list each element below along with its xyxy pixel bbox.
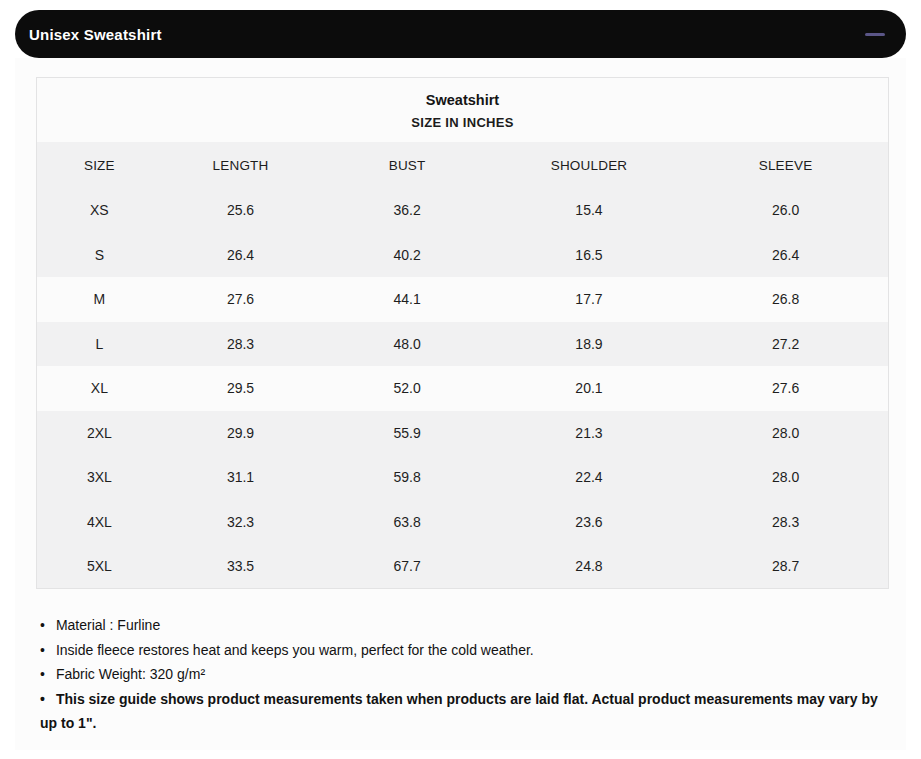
column-header-bust: BUST — [319, 142, 495, 188]
table-row: 4XL 32.3 63.8 23.6 28.3 — [37, 500, 889, 545]
column-header-size: SIZE — [37, 142, 162, 188]
list-item: • Material : Furline — [40, 613, 889, 638]
table-row: L 28.3 48.0 18.9 27.2 — [37, 322, 889, 367]
shoulder-cell: 17.7 — [495, 277, 683, 322]
size-cell: 3XL — [37, 455, 162, 500]
sleeve-cell: 27.2 — [683, 322, 888, 367]
sleeve-cell: 26.8 — [683, 277, 888, 322]
length-cell: 25.6 — [162, 188, 320, 233]
length-cell: 32.3 — [162, 500, 320, 545]
sleeve-cell: 28.0 — [683, 455, 888, 500]
shoulder-cell: 23.6 — [495, 500, 683, 545]
note-text: Material : Furline — [56, 617, 160, 633]
bullet-icon: • — [40, 662, 45, 687]
size-cell: S — [37, 233, 162, 278]
note-text: This size guide shows product measuremen… — [40, 691, 878, 732]
bust-cell: 55.9 — [319, 411, 495, 456]
size-cell: L — [37, 322, 162, 367]
length-cell: 31.1 — [162, 455, 320, 500]
length-cell: 29.5 — [162, 366, 320, 411]
shoulder-cell: 15.4 — [495, 188, 683, 233]
chart-title: Sweatshirt — [37, 92, 888, 108]
bust-cell: 44.1 — [319, 277, 495, 322]
column-header-row: SIZE LENGTH BUST SHOULDER SLEEVE — [37, 142, 889, 188]
shoulder-cell: 18.9 — [495, 322, 683, 367]
sleeve-cell: 28.3 — [683, 500, 888, 545]
size-chart-table: Sweatshirt SIZE IN INCHES SIZE LENGTH BU… — [36, 77, 889, 589]
collapse-toggle-button[interactable] — [864, 27, 886, 41]
size-chart-panel: Sweatshirt SIZE IN INCHES SIZE LENGTH BU… — [15, 58, 906, 750]
size-cell: XL — [37, 366, 162, 411]
length-cell: 29.9 — [162, 411, 320, 456]
shoulder-cell: 20.1 — [495, 366, 683, 411]
shoulder-cell: 21.3 — [495, 411, 683, 456]
accordion-title: Unisex Sweatshirt — [29, 26, 162, 43]
table-row: S 26.4 40.2 16.5 26.4 — [37, 233, 889, 278]
chart-caption: Sweatshirt SIZE IN INCHES — [37, 78, 889, 143]
list-item: •This size guide shows product measureme… — [40, 687, 889, 736]
bullet-icon: • — [40, 613, 45, 638]
table-row: 3XL 31.1 59.8 22.4 28.0 — [37, 455, 889, 500]
bust-cell: 52.0 — [319, 366, 495, 411]
table-row: 5XL 33.5 67.7 24.8 28.7 — [37, 544, 889, 589]
shoulder-cell: 22.4 — [495, 455, 683, 500]
length-cell: 26.4 — [162, 233, 320, 278]
size-cell: 4XL — [37, 500, 162, 545]
size-cell: 5XL — [37, 544, 162, 589]
shoulder-cell: 16.5 — [495, 233, 683, 278]
bust-cell: 63.8 — [319, 500, 495, 545]
shoulder-cell: 24.8 — [495, 544, 683, 589]
length-cell: 33.5 — [162, 544, 320, 589]
size-cell: M — [37, 277, 162, 322]
sleeve-cell: 28.7 — [683, 544, 888, 589]
note-text: Fabric Weight: 320 g/m² — [56, 666, 205, 682]
note-text: Inside fleece restores heat and keeps yo… — [56, 642, 534, 658]
table-row: XS 25.6 36.2 15.4 26.0 — [37, 188, 889, 233]
chart-subtitle: SIZE IN INCHES — [37, 115, 888, 130]
list-item: • Fabric Weight: 320 g/m² — [40, 662, 889, 687]
size-chart-body: XS 25.6 36.2 15.4 26.0 S 26.4 40.2 16.5 … — [37, 188, 889, 589]
length-cell: 27.6 — [162, 277, 320, 322]
chart-caption-row: Sweatshirt SIZE IN INCHES — [37, 78, 889, 143]
column-header-sleeve: SLEEVE — [683, 142, 888, 188]
sleeve-cell: 28.0 — [683, 411, 888, 456]
length-cell: 28.3 — [162, 322, 320, 367]
table-row: XL 29.5 52.0 20.1 27.6 — [37, 366, 889, 411]
sleeve-cell: 26.4 — [683, 233, 888, 278]
sleeve-cell: 27.6 — [683, 366, 888, 411]
bullet-icon: • — [40, 687, 45, 712]
bullet-icon: • — [40, 638, 45, 663]
bust-cell: 59.8 — [319, 455, 495, 500]
bust-cell: 36.2 — [319, 188, 495, 233]
product-notes-list: • Material : Furline • Inside fleece resto… — [40, 613, 889, 748]
size-cell: 2XL — [37, 411, 162, 456]
bust-cell: 40.2 — [319, 233, 495, 278]
table-row: 2XL 29.9 55.9 21.3 28.0 — [37, 411, 889, 456]
bust-cell: 67.7 — [319, 544, 495, 589]
accordion-header[interactable]: Unisex Sweatshirt — [15, 10, 906, 58]
bust-cell: 48.0 — [319, 322, 495, 367]
list-item: • Inside fleece restores heat and keeps y… — [40, 638, 889, 663]
sleeve-cell: 26.0 — [683, 188, 888, 233]
column-header-shoulder: SHOULDER — [495, 142, 683, 188]
minus-icon — [865, 33, 885, 36]
table-row: M 27.6 44.1 17.7 26.8 — [37, 277, 889, 322]
column-header-length: LENGTH — [162, 142, 320, 188]
size-cell: XS — [37, 188, 162, 233]
